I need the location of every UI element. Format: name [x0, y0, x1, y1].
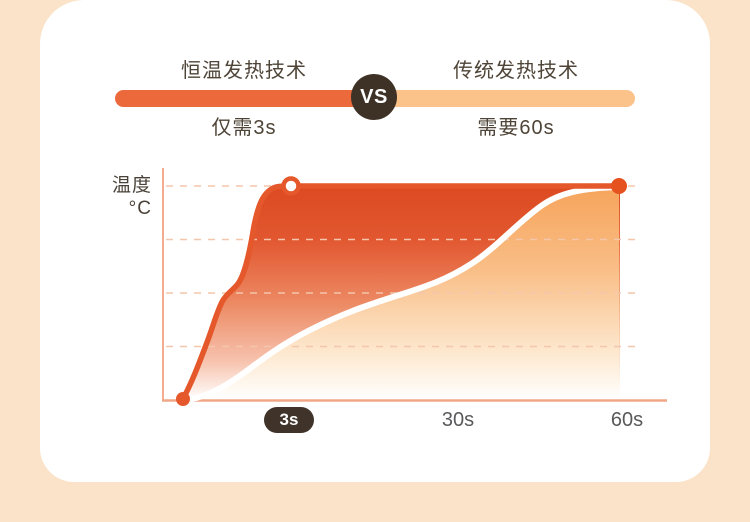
tick-60s: 60s	[610, 409, 644, 431]
constant-temp-curve	[180, 183, 623, 402]
y-axis-label-line2: °C	[128, 198, 152, 219]
left-tech-title: 恒温发热技术	[181, 60, 307, 82]
peak-3s-marker	[281, 176, 301, 196]
right-tech-bar	[379, 90, 635, 107]
right-tech-title: 传统发热技术	[453, 60, 579, 82]
left-tech-bar	[115, 90, 370, 107]
y-axis-label-line1: 温度	[111, 175, 152, 196]
right-tech-subtitle: 需要60s	[477, 117, 555, 139]
traditional-temp-curve	[185, 184, 622, 403]
tick-30s: 30s	[441, 409, 475, 431]
left-tech-subtitle: 仅需3s	[211, 117, 277, 139]
vs-badge: VS	[351, 74, 397, 120]
tick-3s-badge: 3s	[264, 407, 314, 433]
y-axis-label: 温度 °C	[88, 174, 152, 220]
origin-marker	[176, 392, 190, 406]
peak-60s-marker	[611, 178, 627, 194]
